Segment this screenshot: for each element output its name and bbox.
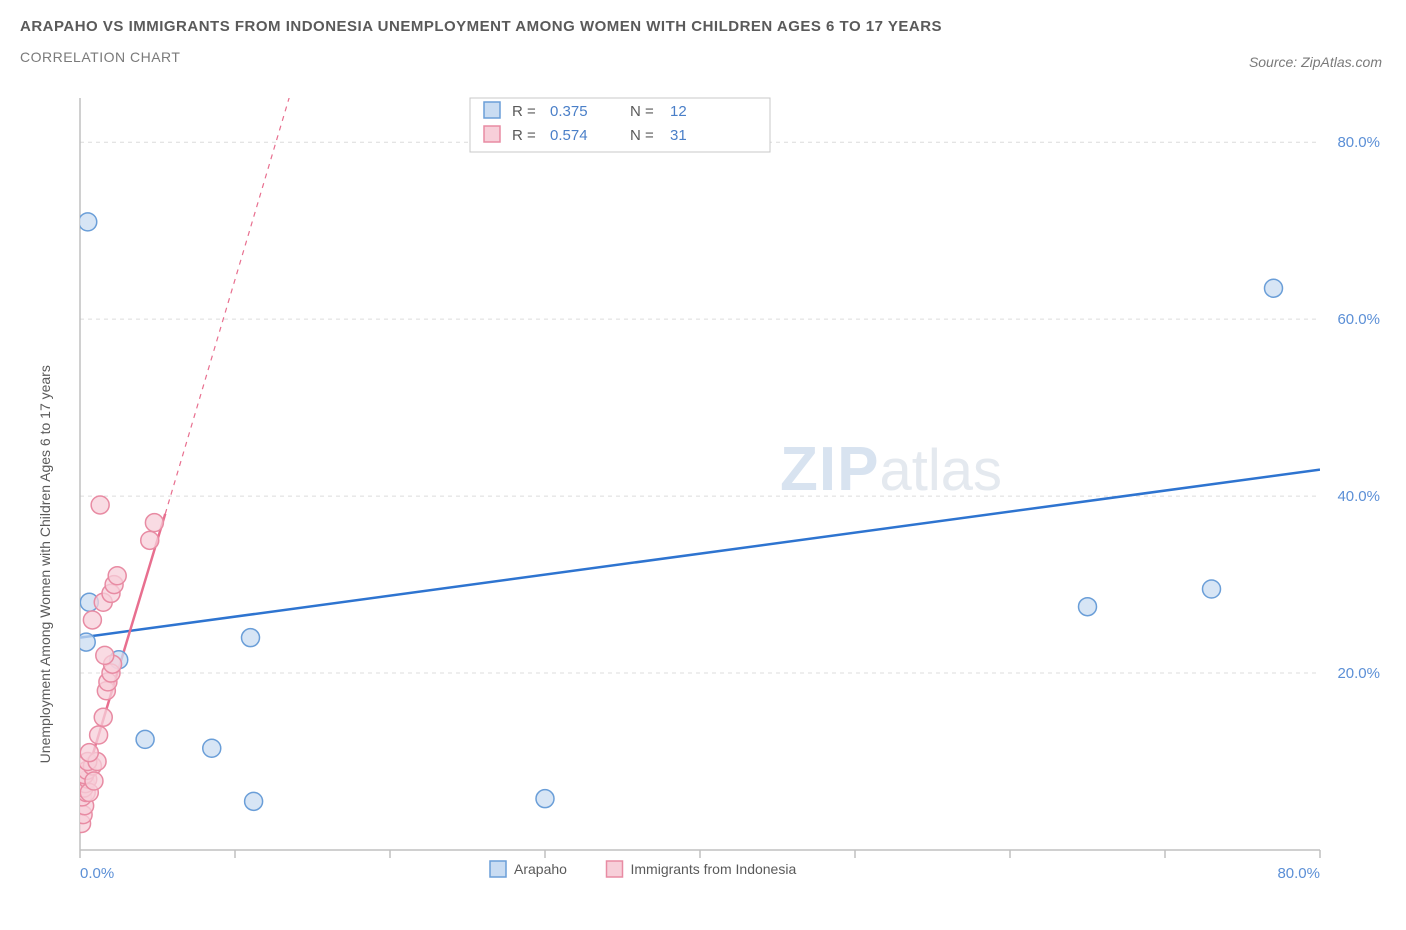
data-point (108, 567, 126, 585)
data-point (242, 629, 260, 647)
legend-n-label: N = (630, 103, 654, 120)
data-point (80, 744, 98, 762)
trend-line-ext (165, 90, 297, 514)
y-tick-label: 40.0% (1337, 488, 1380, 505)
data-point (245, 792, 263, 810)
data-point (79, 213, 97, 231)
legend-r-label: R = (512, 103, 536, 120)
data-point (91, 496, 109, 514)
data-point (94, 708, 112, 726)
data-point (141, 531, 159, 549)
y-tick-label: 60.0% (1337, 311, 1380, 328)
legend-swatch (484, 126, 500, 142)
y-axis-label: Unemployment Among Women with Children A… (37, 365, 53, 763)
legend-r-label: R = (512, 127, 536, 144)
bottom-legend-label: Immigrants from Indonesia (631, 861, 797, 877)
data-point (83, 611, 101, 629)
data-point (96, 646, 114, 664)
correlation-scatter-chart: 0.0% 80.0% 20.0% 40.0% 60.0% 80.0% ZIPatlas Une… (20, 90, 1386, 900)
x-tick-label: 80.0% (1277, 865, 1320, 882)
legend-swatch (484, 102, 500, 118)
chart-title: ARAPAHO VS IMMIGRANTS FROM INDONESIA UNE… (20, 18, 1386, 35)
data-point (85, 772, 103, 790)
data-point (136, 730, 154, 748)
chart-subtitle: CORRELATION CHART (20, 49, 1386, 65)
legend-n-label: N = (630, 127, 654, 144)
watermark: ZIPatlas (780, 435, 1002, 504)
source-label: Source: ZipAtlas.com (1249, 54, 1382, 70)
legend-r-value: 0.574 (550, 127, 588, 144)
legend-n-value: 12 (670, 103, 687, 120)
data-point (203, 739, 221, 757)
legend-n-value: 31 (670, 127, 687, 144)
x-tick-label: 0.0% (80, 865, 114, 882)
data-point (90, 726, 108, 744)
y-tick-label: 80.0% (1337, 134, 1380, 151)
legend-r-value: 0.375 (550, 103, 588, 120)
chart-container: 0.0% 80.0% 20.0% 40.0% 60.0% 80.0% ZIPatlas Une… (20, 90, 1386, 900)
data-point (145, 514, 163, 532)
data-point (1203, 580, 1221, 598)
data-point (1265, 279, 1283, 297)
y-tick-label: 20.0% (1337, 665, 1380, 682)
bottom-legend-swatch (490, 861, 506, 877)
trend-line (80, 470, 1320, 638)
bottom-legend-label: Arapaho (514, 861, 567, 877)
bottom-legend-swatch (607, 861, 623, 877)
data-point (536, 790, 554, 808)
data-point (1079, 598, 1097, 616)
